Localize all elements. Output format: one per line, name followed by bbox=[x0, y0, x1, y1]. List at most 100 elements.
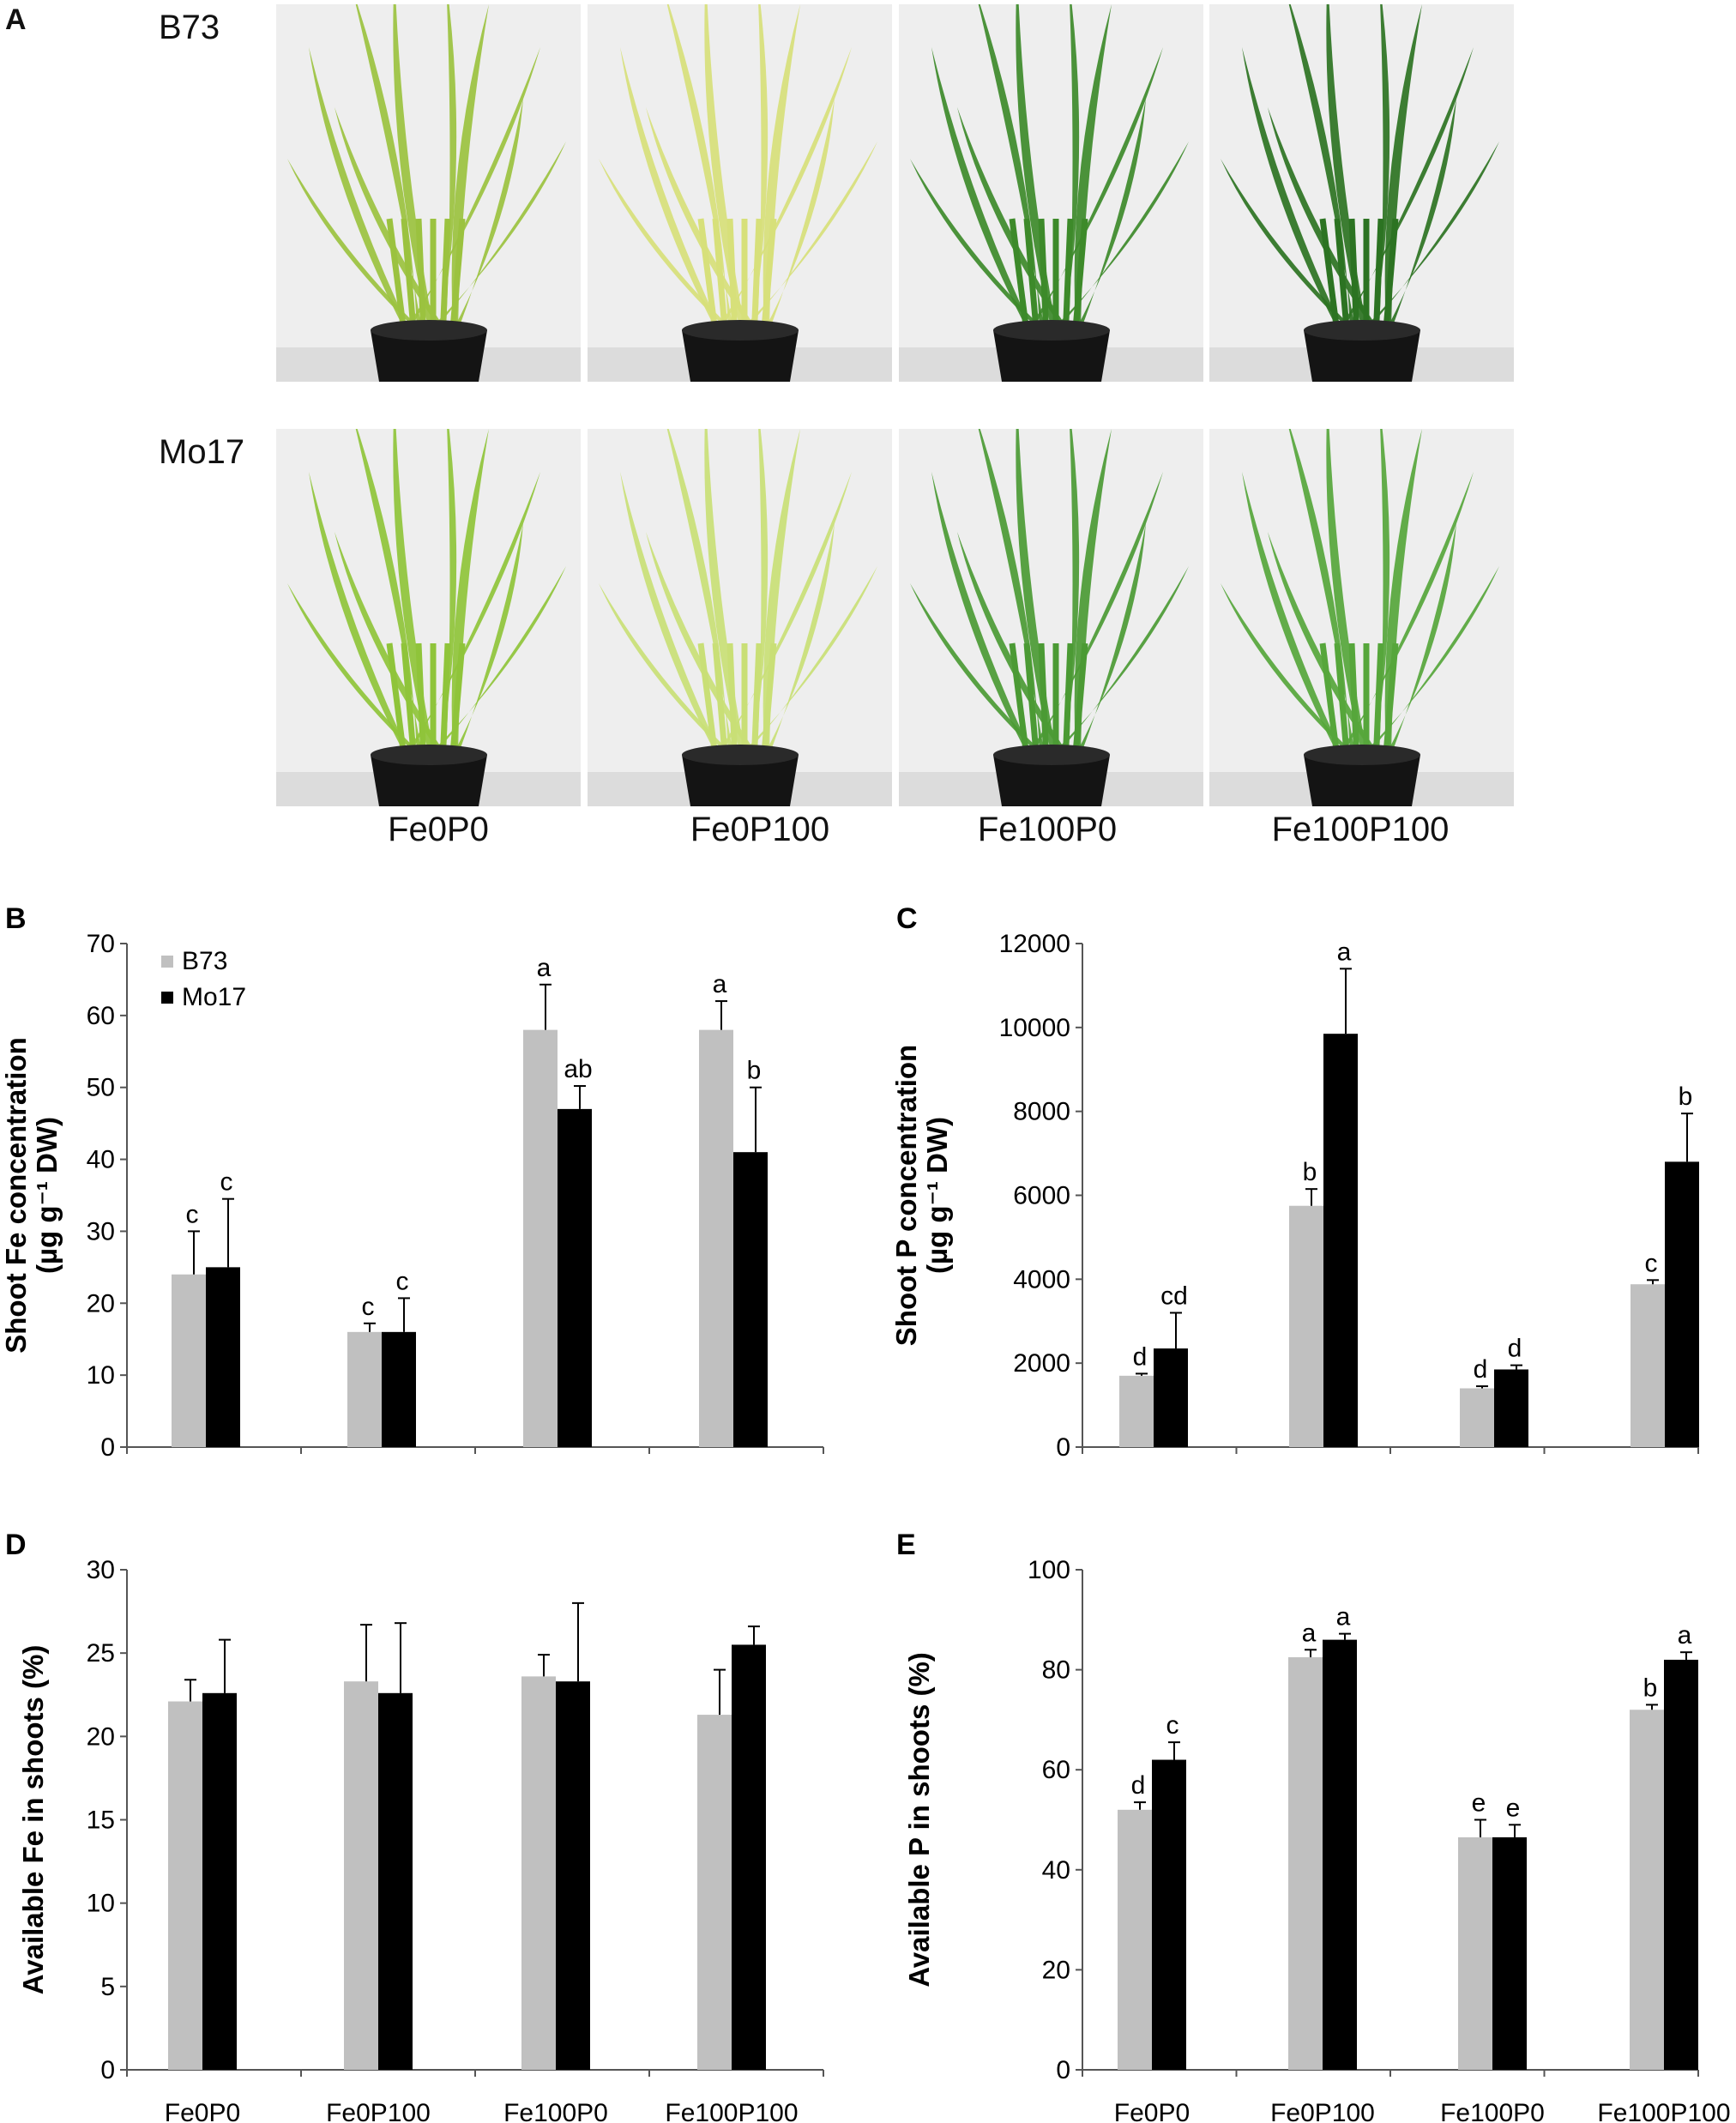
y-tick-label: 8000 bbox=[1013, 1098, 1070, 1126]
plant-photo-b73-fe0p100 bbox=[588, 4, 892, 382]
significance-letter: c bbox=[186, 1200, 199, 1228]
bar-mo17-fe0p0 bbox=[202, 1692, 237, 2070]
significance-letter: c bbox=[362, 1293, 375, 1321]
panel-letter: E bbox=[896, 1529, 916, 1561]
y-axis-title: Available Fe in shoots (%) bbox=[17, 1645, 49, 1995]
significance-letter: c bbox=[396, 1267, 409, 1295]
y-tick-label: 20 bbox=[87, 1289, 115, 1318]
bar-b73-fe0p0 bbox=[168, 1701, 202, 2070]
x-tick-label: Fe0P0 bbox=[165, 2099, 240, 2123]
bar-b73-fe100p0 bbox=[521, 1676, 556, 2070]
significance-letter: e bbox=[1472, 1789, 1486, 1818]
y-tick-label: 20 bbox=[1042, 1956, 1070, 1984]
significance-letter: b bbox=[1303, 1158, 1317, 1186]
y-tick-label: 60 bbox=[87, 1002, 115, 1030]
x-tick-label: Fe100P100 bbox=[665, 2099, 798, 2123]
panel-a-letter: A bbox=[5, 3, 27, 36]
y-tick-label: 100 bbox=[1028, 1556, 1070, 1584]
significance-letter: a bbox=[713, 970, 727, 998]
x-tick-label: Fe0P100 bbox=[326, 2099, 431, 2123]
legend-label-mo17: Mo17 bbox=[182, 983, 246, 1011]
y-tick-label: 25 bbox=[87, 1639, 115, 1668]
significance-letter: c bbox=[1166, 1711, 1179, 1740]
significance-letter: c bbox=[220, 1168, 233, 1197]
y-tick-label: 40 bbox=[1042, 1856, 1070, 1885]
significance-letter: d bbox=[1131, 1771, 1146, 1800]
x-tick-label: Fe100P0 bbox=[1440, 2099, 1545, 2123]
significance-letter: a bbox=[1336, 1603, 1351, 1631]
treatment-label: Fe0P100 bbox=[690, 811, 830, 848]
bar-b73-fe100p0 bbox=[523, 1029, 558, 1447]
bar-mo17-fe100p100 bbox=[1664, 1659, 1698, 2070]
genotype-label-b73: B73 bbox=[159, 9, 220, 46]
y-tick-label: 10 bbox=[87, 1361, 115, 1390]
y-axis-unit: (µg g⁻¹ DW) bbox=[31, 1117, 63, 1274]
plant-photo-mo17-fe100p0 bbox=[899, 429, 1203, 806]
bar-mo17-fe0p0 bbox=[1154, 1348, 1188, 1447]
genotype-label-mo17: Mo17 bbox=[159, 433, 245, 471]
y-tick-label: 30 bbox=[87, 1217, 115, 1245]
bar-mo17-fe0p100 bbox=[378, 1692, 413, 2070]
y-tick-label: 80 bbox=[1042, 1656, 1070, 1685]
y-tick-label: 0 bbox=[100, 2056, 115, 2084]
panel-letter: B bbox=[5, 902, 27, 935]
legend-swatch-mo17 bbox=[161, 992, 173, 1004]
y-tick-label: 70 bbox=[87, 930, 115, 958]
legend-label-b73: B73 bbox=[182, 947, 227, 975]
y-tick-label: 40 bbox=[87, 1146, 115, 1174]
bar-b73-fe0p100 bbox=[1288, 1657, 1323, 2070]
y-tick-label: 0 bbox=[100, 1433, 115, 1462]
bar-mo17-fe100p100 bbox=[1665, 1161, 1699, 1447]
plant-photo-b73-fe100p0 bbox=[899, 4, 1203, 382]
bar-b73-fe0p0 bbox=[172, 1274, 206, 1447]
x-tick-label: Fe100P100 bbox=[1597, 2099, 1730, 2123]
significance-letter: d bbox=[1474, 1355, 1488, 1384]
legend-swatch-b73 bbox=[161, 956, 173, 968]
plant-photo-mo17-fe100p100 bbox=[1209, 429, 1514, 806]
y-tick-label: 0 bbox=[1056, 2056, 1070, 2084]
bar-b73-fe0p0 bbox=[1119, 1375, 1154, 1447]
bar-mo17-fe100p0 bbox=[1492, 1837, 1527, 2070]
treatment-label: Fe100P100 bbox=[1271, 811, 1450, 848]
y-tick-label: 2000 bbox=[1013, 1349, 1070, 1378]
bar-mo17-fe100p100 bbox=[732, 1644, 766, 2070]
significance-letter: d bbox=[1508, 1335, 1522, 1363]
bar-b73-fe100p100 bbox=[1630, 1710, 1664, 2070]
y-tick-label: 50 bbox=[87, 1074, 115, 1102]
y-axis-unit: (µg g⁻¹ DW) bbox=[921, 1117, 953, 1274]
y-tick-label: 15 bbox=[87, 1806, 115, 1835]
treatment-label: Fe0P0 bbox=[388, 811, 489, 848]
y-axis-title: Shoot P concentration bbox=[890, 1045, 922, 1346]
panel-letter: D bbox=[5, 1529, 27, 1561]
plant-photo-mo17-fe0p0 bbox=[276, 429, 581, 806]
plant-photo-b73-fe100p100 bbox=[1209, 4, 1514, 382]
bar-mo17-fe100p0 bbox=[558, 1108, 592, 1447]
bar-b73-fe100p100 bbox=[699, 1029, 733, 1447]
significance-letter: a bbox=[537, 954, 552, 982]
y-tick-label: 10000 bbox=[999, 1014, 1070, 1042]
y-tick-label: 10 bbox=[87, 1890, 115, 1918]
x-tick-label: Fe0P100 bbox=[1270, 2099, 1375, 2123]
significance-letter: a bbox=[1678, 1621, 1692, 1650]
bar-mo17-fe0p0 bbox=[1152, 1759, 1186, 2070]
significance-letter: b bbox=[1679, 1083, 1693, 1111]
bar-b73-fe100p100 bbox=[697, 1715, 732, 2070]
bar-b73-fe100p100 bbox=[1631, 1284, 1665, 1447]
significance-letter: cd bbox=[1160, 1282, 1188, 1310]
significance-letter: a bbox=[1302, 1619, 1317, 1647]
bar-b73-fe100p0 bbox=[1458, 1837, 1492, 2070]
y-tick-label: 0 bbox=[1056, 1433, 1070, 1462]
bar-b73-fe0p0 bbox=[1118, 1809, 1152, 2070]
plant-photo-b73-fe0p0 bbox=[276, 4, 581, 382]
y-tick-label: 4000 bbox=[1013, 1265, 1070, 1294]
significance-letter: e bbox=[1506, 1794, 1521, 1822]
y-axis-title: Available P in shoots (%) bbox=[903, 1652, 935, 1987]
significance-letter: b bbox=[1643, 1674, 1658, 1702]
bar-b73-fe100p0 bbox=[1460, 1388, 1494, 1447]
bar-mo17-fe100p100 bbox=[733, 1152, 768, 1447]
plant-photo-mo17-fe0p100 bbox=[588, 429, 892, 806]
bar-b73-fe0p100 bbox=[344, 1681, 378, 2070]
significance-letter: a bbox=[1337, 938, 1352, 966]
y-tick-label: 6000 bbox=[1013, 1182, 1070, 1210]
